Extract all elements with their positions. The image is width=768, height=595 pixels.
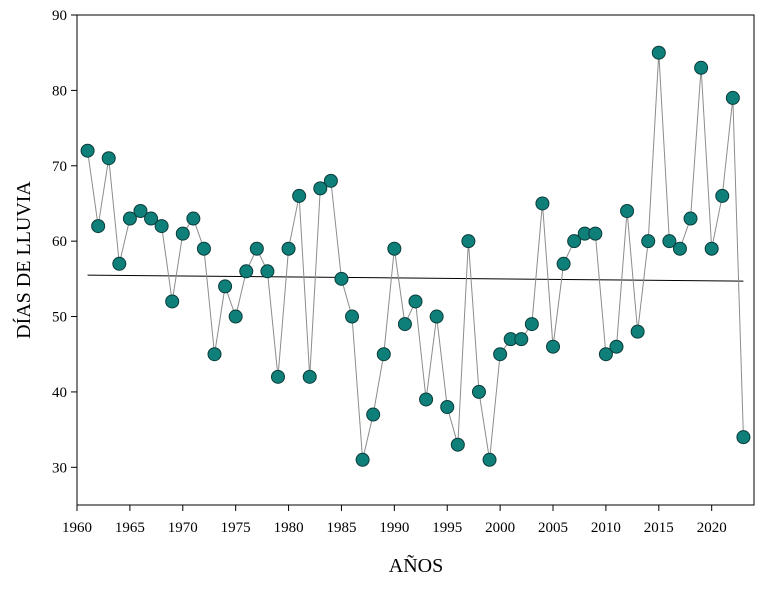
data-point (281, 241, 296, 256)
x-axis-title: AÑOS (389, 553, 443, 577)
data-point (144, 211, 159, 226)
data-point (218, 279, 233, 294)
data-point (598, 347, 613, 362)
data-point (260, 264, 275, 279)
data-point (376, 347, 391, 362)
data-point (228, 309, 243, 324)
data-point (630, 324, 645, 339)
data-point (186, 211, 201, 226)
data-point (133, 204, 148, 218)
data-point (397, 317, 412, 332)
data-point (662, 234, 677, 249)
data-point (694, 60, 709, 75)
data-point (355, 452, 370, 467)
data-point (556, 256, 571, 271)
data-point (535, 196, 550, 211)
data-point (101, 151, 116, 166)
y-tick-label: 80 (52, 83, 67, 99)
data-point (651, 45, 666, 60)
data-point (323, 173, 338, 188)
data-point (122, 211, 137, 226)
x-tick-label: 1975 (221, 520, 251, 536)
data-point (366, 407, 381, 422)
data-point (292, 188, 307, 203)
data-point (620, 204, 635, 218)
data-point (514, 332, 529, 347)
data-point (175, 226, 190, 241)
y-axis-title: DÍAS DE LLUVIA (12, 181, 35, 339)
plot-frame (76, 14, 755, 506)
x-tick-label: 1965 (115, 520, 145, 536)
y-tick-label: 50 (52, 310, 67, 326)
data-point (588, 226, 603, 241)
y-tick-label: 70 (52, 159, 67, 175)
data-point (345, 309, 360, 324)
data-point (461, 234, 476, 249)
y-tick-label: 30 (52, 460, 67, 476)
data-point (91, 219, 106, 234)
x-tick-label: 1985 (326, 520, 356, 536)
data-point (249, 241, 264, 256)
y-tick-label: 40 (52, 385, 67, 401)
x-tick-label: 2005 (538, 520, 568, 536)
data-point (450, 437, 465, 452)
x-tick-label: 1970 (168, 520, 198, 536)
data-point (387, 241, 402, 256)
x-tick-label: 1980 (274, 520, 304, 536)
ticks: 30 40 50 60 70 80 90 1960 1965 1970 1975 1980 1985 19… (52, 8, 727, 536)
axes (76, 14, 755, 506)
data-point (165, 294, 180, 309)
data-point (609, 339, 624, 354)
data-point (471, 384, 486, 399)
data-point (704, 241, 719, 256)
series-line (87, 52, 744, 460)
data-point (736, 430, 751, 445)
data-point (546, 339, 561, 354)
x-tick-label: 2010 (591, 520, 621, 536)
x-tick-label: 1960 (62, 520, 92, 536)
data-point (302, 369, 317, 384)
data-point (493, 347, 508, 362)
data-point (567, 234, 582, 249)
x-tick-label: 2020 (697, 520, 727, 536)
trend-line (87, 274, 744, 282)
y-tick-label: 60 (52, 234, 67, 250)
data-point (334, 271, 349, 286)
data-point (672, 241, 687, 256)
x-tick-label: 1995 (432, 520, 462, 536)
data-point (429, 309, 444, 324)
data-point (270, 369, 285, 384)
data-point (641, 234, 656, 249)
data-point (408, 294, 423, 309)
data-point (207, 347, 222, 362)
y-tick-label: 90 (52, 8, 67, 24)
data-point (196, 241, 211, 256)
data-point (154, 219, 169, 234)
x-tick-label: 2015 (644, 520, 674, 536)
x-tick-label: 2000 (485, 520, 515, 536)
data-point (524, 317, 539, 332)
data-point (440, 400, 455, 414)
data-point (239, 264, 254, 279)
data-point (683, 211, 698, 226)
data-point (482, 452, 497, 467)
series (80, 45, 751, 467)
data-point (715, 188, 730, 203)
data-point (419, 392, 434, 407)
x-tick-label: 1990 (379, 520, 409, 536)
data-point (725, 90, 740, 105)
data-point (80, 143, 95, 158)
data-point (313, 181, 328, 196)
data-point (112, 256, 127, 271)
